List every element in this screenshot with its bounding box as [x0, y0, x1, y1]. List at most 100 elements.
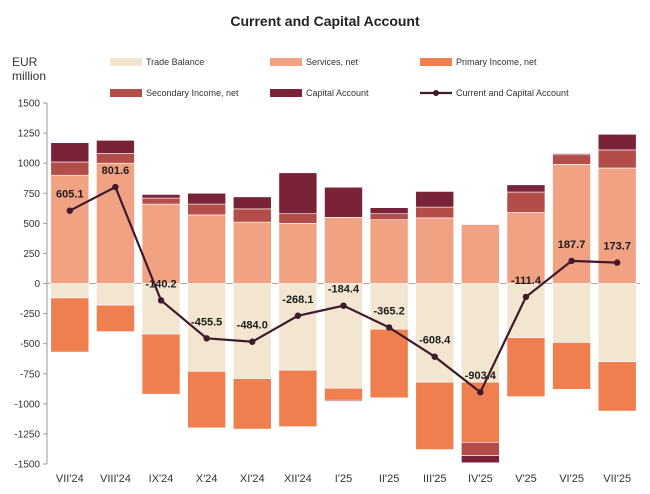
legend-label: Primary Income, net	[456, 57, 537, 67]
bar-segment	[50, 297, 90, 353]
legend-marker	[433, 90, 439, 96]
bar-segment	[187, 203, 226, 216]
bar-segment	[232, 283, 272, 379]
bar-segment	[552, 164, 591, 284]
y-unit-label-2: million	[12, 69, 46, 83]
bar-segment	[324, 217, 363, 284]
bar-segment	[278, 223, 318, 284]
bar-segment	[461, 442, 500, 456]
bar-segment	[415, 191, 455, 208]
y-tick-label: 0	[34, 279, 40, 290]
bar-segment	[50, 142, 90, 163]
bar-segment	[96, 153, 135, 164]
bar-segment	[50, 174, 90, 284]
bar-segment	[187, 192, 226, 205]
bar-segment	[232, 196, 272, 210]
data-label: 605.1	[56, 189, 84, 201]
y-tick-label: -250	[20, 309, 40, 320]
bar-segment	[232, 208, 272, 223]
data-label: -184.4	[328, 284, 360, 296]
line-point	[340, 302, 347, 309]
data-label: -111.4	[511, 275, 542, 287]
bar-segment	[597, 167, 637, 284]
x-tick-label: III'25	[423, 473, 447, 485]
bar-segment	[552, 154, 591, 165]
bar-segment	[278, 213, 318, 224]
bar-segment	[415, 206, 455, 219]
x-tick-label: XII'24	[284, 473, 312, 485]
legend-label: Services, net	[306, 57, 359, 67]
bar-segment	[324, 186, 363, 218]
y-unit-label: EUR	[12, 55, 38, 69]
x-tick-label: IV'25	[468, 473, 493, 485]
data-labels: 605.1 801.6 -140.2 -455.5 -484.0 -268.1 -184.4…	[56, 165, 631, 382]
y-tick-label: -750	[20, 369, 40, 380]
bar-segment	[369, 207, 409, 215]
line-point	[385, 324, 393, 331]
line-point	[568, 257, 575, 265]
y-tick-label: -1000	[14, 399, 40, 410]
x-tick-label: I'25	[335, 473, 352, 485]
x-tick-label: IX'24	[149, 473, 174, 485]
bar-segment	[552, 283, 591, 343]
y-tick-label: 1500	[18, 99, 41, 110]
y-tick-label: -1500	[14, 460, 40, 471]
bar-segment	[232, 378, 272, 430]
data-label: -268.1	[282, 294, 313, 306]
line-point	[431, 353, 438, 360]
legend-swatch	[420, 58, 452, 66]
bar-segment	[187, 214, 226, 284]
legend: Trade Balance Services, net Primary Income…	[110, 57, 569, 98]
data-label: -608.4	[419, 335, 451, 347]
line-point	[157, 297, 165, 304]
bar-segment	[324, 283, 363, 389]
bar-segment	[96, 283, 135, 306]
bar-segment	[461, 224, 500, 284]
data-label: -903.4	[465, 370, 497, 382]
bar-segment	[187, 371, 226, 429]
bar-segment	[506, 184, 546, 193]
x-tick-label: VII'25	[603, 473, 631, 485]
bar-segment	[50, 161, 90, 176]
legend-swatch	[110, 58, 142, 66]
line-point	[203, 335, 210, 342]
bar-segment	[278, 369, 318, 427]
x-tick-label: VIII'24	[100, 473, 131, 485]
bar-segment	[96, 162, 135, 284]
bar-segment	[597, 133, 637, 151]
data-label: -455.5	[191, 316, 222, 328]
bar-segment	[324, 387, 363, 401]
x-tick-label: X'24	[196, 473, 218, 485]
line-point	[66, 207, 74, 214]
x-tick-label: V'25	[515, 473, 537, 485]
legend-label: Current and Capital Account	[456, 88, 569, 98]
line-point	[613, 259, 621, 266]
y-tick-label: -1250	[14, 429, 40, 440]
legend-swatch	[110, 89, 142, 97]
bar-segment	[324, 399, 363, 402]
line-point	[294, 312, 302, 319]
x-tick-label: VI'25	[559, 473, 584, 485]
x-axis: VII'24 VIII'24 IX'24 X'24 XI'24 XII'24 I'25 II'…	[56, 473, 631, 485]
legend-label: Trade Balance	[146, 57, 204, 67]
bar-segment	[415, 217, 455, 284]
y-tick-label: -500	[20, 339, 40, 350]
y-tick-label: 1250	[18, 129, 41, 140]
bar-segment	[96, 304, 135, 332]
data-label: 187.7	[558, 239, 586, 251]
y-tick-label: 500	[23, 219, 40, 230]
line-point	[112, 183, 119, 191]
line-point	[522, 293, 530, 301]
bar-segment	[141, 203, 181, 284]
data-label: -140.2	[145, 278, 176, 290]
bar-segment	[597, 361, 637, 412]
data-label: -365.2	[374, 305, 405, 317]
bar-segment	[141, 333, 181, 395]
bar-segment	[597, 149, 637, 169]
bar-segment	[552, 153, 591, 156]
y-tick-label: 250	[23, 249, 40, 260]
bar-segment	[506, 337, 546, 397]
bars	[50, 133, 637, 464]
legend-swatch	[270, 58, 302, 66]
